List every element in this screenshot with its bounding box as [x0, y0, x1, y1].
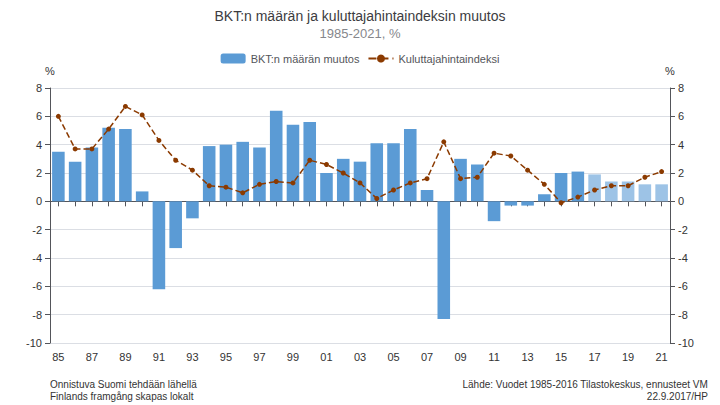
svg-text:%: %: [665, 65, 675, 77]
svg-text:4: 4: [36, 139, 42, 151]
svg-text:07: 07: [421, 351, 433, 363]
svg-text:8: 8: [36, 82, 42, 94]
svg-text:-4: -4: [678, 252, 688, 264]
svg-text:89: 89: [119, 351, 131, 363]
svg-text:05: 05: [387, 351, 399, 363]
svg-text:8: 8: [678, 82, 684, 94]
svg-text:Lähde: Vuodet 1985-2016 Tilast: Lähde: Vuodet 1985-2016 Tilastokeskus, e…: [462, 379, 707, 390]
svg-text:-2: -2: [32, 224, 42, 236]
svg-text:85: 85: [52, 351, 64, 363]
svg-text:13: 13: [521, 351, 533, 363]
svg-text:-8: -8: [32, 309, 42, 321]
svg-text:6: 6: [36, 110, 42, 122]
svg-text:BKT:n määrän muutos: BKT:n määrän muutos: [251, 53, 360, 65]
svg-text:22.9.2017/HP: 22.9.2017/HP: [647, 391, 708, 402]
svg-text:0: 0: [678, 195, 684, 207]
svg-text:95: 95: [220, 351, 232, 363]
svg-text:-6: -6: [32, 280, 42, 292]
svg-text:09: 09: [454, 351, 466, 363]
svg-text:03: 03: [354, 351, 366, 363]
svg-text:Finlands framgång skapas lokal: Finlands framgång skapas lokalt: [50, 391, 194, 402]
svg-text:87: 87: [86, 351, 98, 363]
svg-text:-10: -10: [678, 337, 694, 349]
svg-text:11: 11: [488, 351, 499, 363]
svg-text:2: 2: [36, 167, 42, 179]
svg-text:4: 4: [678, 139, 684, 151]
svg-text:19: 19: [622, 351, 634, 363]
svg-text:-2: -2: [678, 224, 688, 236]
svg-text:Onnistuva Suomi tehdään lähell: Onnistuva Suomi tehdään lähellä: [50, 379, 197, 390]
svg-text:21: 21: [655, 351, 667, 363]
svg-text:97: 97: [253, 351, 265, 363]
svg-text:-4: -4: [32, 252, 42, 264]
svg-text:17: 17: [588, 351, 600, 363]
svg-text:-8: -8: [678, 309, 688, 321]
svg-text:0: 0: [36, 195, 42, 207]
svg-text:91: 91: [153, 351, 165, 363]
svg-text:%: %: [45, 65, 55, 77]
svg-text:-6: -6: [678, 280, 688, 292]
svg-text:1985-2021, %: 1985-2021, %: [320, 26, 401, 41]
svg-text:-10: -10: [26, 337, 42, 349]
svg-text:BKT:n määrän ja kuluttajahinta: BKT:n määrän ja kuluttajahintaindeksin m…: [214, 8, 505, 24]
svg-text:99: 99: [287, 351, 299, 363]
svg-text:Kuluttajahintaindeksi: Kuluttajahintaindeksi: [398, 53, 499, 65]
svg-text:93: 93: [186, 351, 198, 363]
svg-text:01: 01: [320, 351, 332, 363]
svg-text:2: 2: [678, 167, 684, 179]
svg-text:15: 15: [555, 351, 567, 363]
svg-text:6: 6: [678, 110, 684, 122]
